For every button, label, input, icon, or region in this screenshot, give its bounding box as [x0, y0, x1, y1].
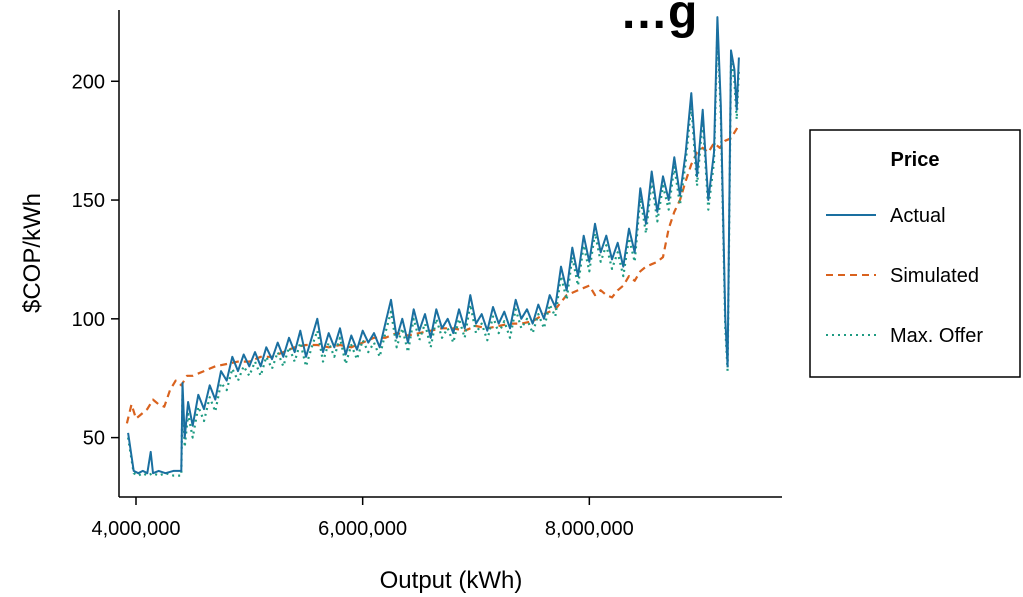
- legend-entries: Actual Simulated Max. Offer: [826, 205, 983, 347]
- legend-title: Price: [891, 149, 940, 171]
- x-tick-label: 4,000,000: [92, 518, 181, 540]
- legend-label: Actual: [890, 205, 946, 227]
- series-line-actual: [127, 16, 740, 475]
- series-line-simulated: [125, 123, 740, 424]
- ticks: 4,000,000 6,000,000 8,000,000 50 100 150 200: [72, 71, 634, 540]
- y-tick-label: 50: [83, 428, 105, 450]
- series-line-max-offer: [127, 27, 740, 477]
- y-axis-label: $COP/kWh: [19, 193, 46, 313]
- y-tick-label: 100: [72, 309, 105, 331]
- axes: [118, 10, 782, 498]
- y-tick-label: 150: [72, 190, 105, 212]
- x-tick-label: 8,000,000: [545, 518, 634, 540]
- x-axis-label: Output (kWh): [380, 567, 523, 594]
- legend-label: Simulated: [890, 265, 979, 287]
- y-tick-label: 200: [72, 71, 105, 93]
- chart-title: …g: [620, 0, 697, 39]
- legend-label: Max. Offer: [890, 325, 983, 347]
- x-tick-label: 6,000,000: [318, 518, 407, 540]
- series-layer: [125, 16, 740, 477]
- legend: Price Actual Simulated Max. Offer: [809, 129, 1021, 378]
